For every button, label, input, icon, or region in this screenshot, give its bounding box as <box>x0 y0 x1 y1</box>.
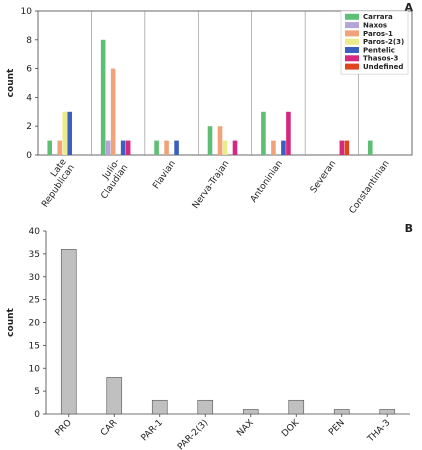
bar-a <box>105 140 111 155</box>
legend-swatch <box>345 13 359 20</box>
x-tick-label: PEN <box>327 418 347 438</box>
y-tick-label: 2 <box>26 122 32 132</box>
bar-a <box>222 140 228 155</box>
bar-a <box>286 111 291 155</box>
bar-a <box>120 140 126 155</box>
bar-a <box>100 39 106 155</box>
y-tick-label: 0 <box>26 151 32 161</box>
bar-b <box>288 399 305 415</box>
x-tick-label: Nerva-Trajan <box>191 159 232 211</box>
bar-a <box>110 68 116 155</box>
x-tick-label: Julio-Claudian <box>91 157 130 201</box>
x-tick-label-line: Nerva-Trajan <box>191 159 232 211</box>
x-tick-label-line: Severan <box>309 159 338 195</box>
bar-a <box>232 140 238 155</box>
x-tick-label: LateRepublican <box>32 157 77 210</box>
bar-b <box>242 409 259 415</box>
legend-swatch <box>345 22 359 29</box>
bar-b <box>60 249 77 415</box>
y-tick-label: 25 <box>29 296 40 306</box>
bar-a <box>62 111 68 155</box>
x-tick-label: DOK <box>280 417 302 439</box>
legend-label: Thasos-3 <box>363 55 399 63</box>
x-tick-label: NAX <box>235 418 256 439</box>
x-tick-label: PRO <box>54 418 74 438</box>
legend-label: Naxos <box>363 22 387 30</box>
bar-a <box>367 140 373 155</box>
x-tick-label: PAR-2(3) <box>176 418 210 450</box>
y-tick-label: 5 <box>34 387 40 397</box>
legend-label: Carrara <box>363 13 393 21</box>
bar-b <box>106 377 123 415</box>
legend-label: Paros-2(3) <box>363 38 404 46</box>
bar-b <box>151 399 168 415</box>
y-tick-label: 40 <box>29 227 41 237</box>
bar-a <box>67 111 73 155</box>
bar-a <box>271 140 276 155</box>
chart-b: 0 5 10 15 20 25 30 35 40 count B PRO CAR PAR-1 PAR-2(3… <box>6 222 413 450</box>
bar-a <box>339 140 345 155</box>
legend-label: Paros-1 <box>363 30 393 38</box>
x-tick-label: Severan <box>309 159 338 195</box>
x-tick-label: Antoninian <box>249 159 285 204</box>
x-tick-label: THA-3 <box>365 418 392 445</box>
bar-a <box>344 140 350 155</box>
legend-swatch <box>345 63 359 70</box>
bar-b <box>379 409 396 415</box>
y-tick-label: 10 <box>21 7 33 17</box>
x-tick-label-line: Flavian <box>151 159 178 191</box>
legend-swatch <box>345 38 359 45</box>
bar-a <box>207 126 213 155</box>
bar-a <box>217 126 223 155</box>
y-tick-label: 30 <box>29 273 41 283</box>
y-tick-label: 6 <box>26 65 32 75</box>
y-axis-label: count <box>6 68 16 97</box>
bar-a <box>281 140 286 155</box>
panel-label-a: A <box>404 1 413 14</box>
x-tick-label: CAR <box>99 418 119 438</box>
x-tick-label-line: Constantinian <box>348 159 392 216</box>
chart-a: 0 2 4 6 8 10 count A LateRepublican Julio-Claudia… <box>6 1 413 216</box>
y-tick-label: 15 <box>29 341 40 351</box>
legend-swatch <box>345 55 359 62</box>
legend-swatch <box>345 30 359 37</box>
x-tick-label: Flavian <box>151 159 178 191</box>
y-tick-label: 20 <box>29 319 41 329</box>
x-tick-label: Constantinian <box>348 159 392 216</box>
bar-a <box>125 140 131 155</box>
bar-b <box>333 409 350 415</box>
bar-a <box>57 140 63 155</box>
legend-label: Pentelic <box>363 46 395 54</box>
legend-label: Undefined <box>363 63 403 71</box>
y-tick-label: 4 <box>26 93 32 103</box>
legend-swatch <box>345 47 359 53</box>
bar-a <box>174 140 179 155</box>
bar-a <box>47 140 53 155</box>
x-tick-label: PAR-1 <box>140 418 165 443</box>
y-tick-label: 10 <box>29 364 41 374</box>
bar-a <box>154 140 159 155</box>
bar-a <box>164 140 169 155</box>
bar-b <box>197 399 214 415</box>
bar-a <box>261 111 266 155</box>
y-tick-label: 35 <box>29 250 40 260</box>
panel-label-b: B <box>405 222 413 235</box>
x-tick-label-line: Antoninian <box>249 159 285 204</box>
y-tick-label: 0 <box>34 410 40 420</box>
y-axis-label: count <box>6 307 16 336</box>
y-tick-label: 8 <box>26 36 32 46</box>
